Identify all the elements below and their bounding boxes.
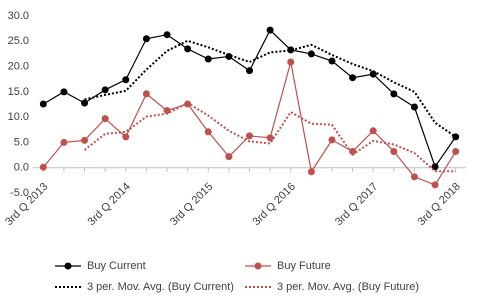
data-point	[163, 31, 171, 39]
data-point	[349, 148, 357, 156]
data-point	[328, 136, 336, 144]
legend-label: Buy Future	[277, 260, 331, 272]
data-point	[81, 99, 89, 107]
data-point	[431, 181, 439, 189]
series-line	[84, 39, 457, 138]
data-point	[349, 74, 357, 82]
data-point	[39, 163, 47, 171]
data-point	[307, 168, 315, 176]
data-point	[307, 50, 315, 58]
y-tick-label: 30.0	[8, 10, 29, 22]
data-point	[204, 55, 212, 63]
data-point	[142, 35, 150, 43]
data-point	[39, 100, 47, 108]
y-tick-label: 25.0	[8, 35, 29, 47]
data-point	[122, 76, 130, 84]
legend-label: 3 per. Mov. Avg. (Buy Future)	[277, 281, 419, 293]
data-point	[390, 90, 398, 98]
data-point	[246, 67, 253, 75]
data-point	[266, 134, 274, 142]
data-point	[266, 26, 274, 34]
data-point	[287, 46, 295, 54]
y-tick-label: 15.0	[8, 86, 29, 98]
data-point	[287, 58, 295, 66]
data-point	[184, 45, 192, 53]
legend-marker	[64, 262, 72, 270]
data-point	[369, 127, 377, 135]
data-point	[142, 90, 150, 98]
data-point	[81, 136, 89, 144]
y-tick-label: 0.0	[14, 162, 29, 174]
x-tick-label: 3rd Q 2017	[333, 181, 380, 228]
series-line	[43, 29, 457, 169]
data-point	[390, 148, 398, 156]
data-point	[246, 132, 253, 140]
x-tick-label: 3rd Q 2015	[168, 181, 215, 228]
legend-label: Buy Current	[87, 260, 146, 272]
series-line	[83, 101, 456, 173]
y-tick-label: 10.0	[8, 111, 29, 123]
y-tick-label: 20.0	[8, 60, 29, 72]
data-point	[60, 88, 68, 96]
x-tick-label: 3rd Q 2018	[415, 181, 462, 228]
data-point	[225, 153, 233, 161]
data-point	[60, 138, 68, 146]
data-point	[122, 133, 130, 141]
y-tick-label: -5.0	[10, 187, 29, 199]
x-tick-label: 3rd Q 2014	[86, 181, 133, 228]
data-point	[369, 70, 377, 78]
data-point	[452, 148, 460, 156]
x-tick-label: 3rd Q 2016	[251, 181, 298, 228]
data-point	[410, 173, 418, 181]
data-point	[101, 86, 109, 94]
series-line	[42, 61, 457, 186]
data-point	[410, 103, 418, 111]
data-point	[328, 57, 336, 65]
y-tick-label: 5.0	[14, 136, 29, 148]
data-point	[204, 128, 212, 136]
data-point	[163, 107, 171, 115]
legend-marker	[254, 262, 262, 270]
legend-label: 3 per. Mov. Avg. (Buy Current)	[87, 281, 234, 293]
data-point	[101, 115, 109, 123]
